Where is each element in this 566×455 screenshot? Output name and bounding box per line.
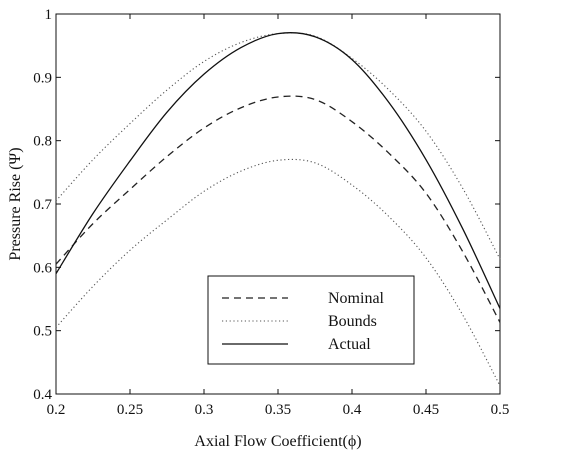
y-tick-label: 0.4 xyxy=(33,387,52,403)
legend-box xyxy=(207,275,415,365)
x-tick-label: 0.2 xyxy=(47,402,66,418)
axis-ticks: 0.2 0.25 0.3 0.35 0.4 0.45 0.5 0.4 0.5 0.6 0.7 0.8 0… xyxy=(33,7,509,418)
series-line-bounds xyxy=(55,32,501,260)
y-tick-label: 0.8 xyxy=(33,134,52,150)
x-tick-label: 0.25 xyxy=(117,402,143,418)
y-tick-label: 0.5 xyxy=(33,324,52,340)
legend-label-bounds: Bounds xyxy=(328,313,377,330)
x-tick-label: 0.35 xyxy=(265,402,291,418)
x-tick-label: 0.45 xyxy=(413,402,439,418)
legend-label-nominal: Nominal xyxy=(328,290,385,307)
x-tick-label: 0.5 xyxy=(491,402,510,418)
series-line-nominal xyxy=(55,95,501,323)
x-tick-label: 0.4 xyxy=(343,402,362,418)
y-axis-label: Pressure Rise (Ψ) xyxy=(7,147,24,260)
x-axis-label: Axial Flow Coefficient(ϕ) xyxy=(194,433,361,450)
series-lines xyxy=(55,32,501,387)
legend: Nominal Bounds Actual xyxy=(207,275,415,365)
series-line-actual xyxy=(55,32,501,309)
y-tick-label: 0.7 xyxy=(33,197,52,213)
legend-label-actual: Actual xyxy=(328,336,371,353)
y-tick-label: 0.9 xyxy=(33,70,52,86)
series-line-bounds-lower xyxy=(55,158,501,387)
y-tick-label: 0.6 xyxy=(33,260,52,276)
x-tick-label: 0.3 xyxy=(195,402,214,418)
y-tick-label: 1 xyxy=(45,7,53,23)
